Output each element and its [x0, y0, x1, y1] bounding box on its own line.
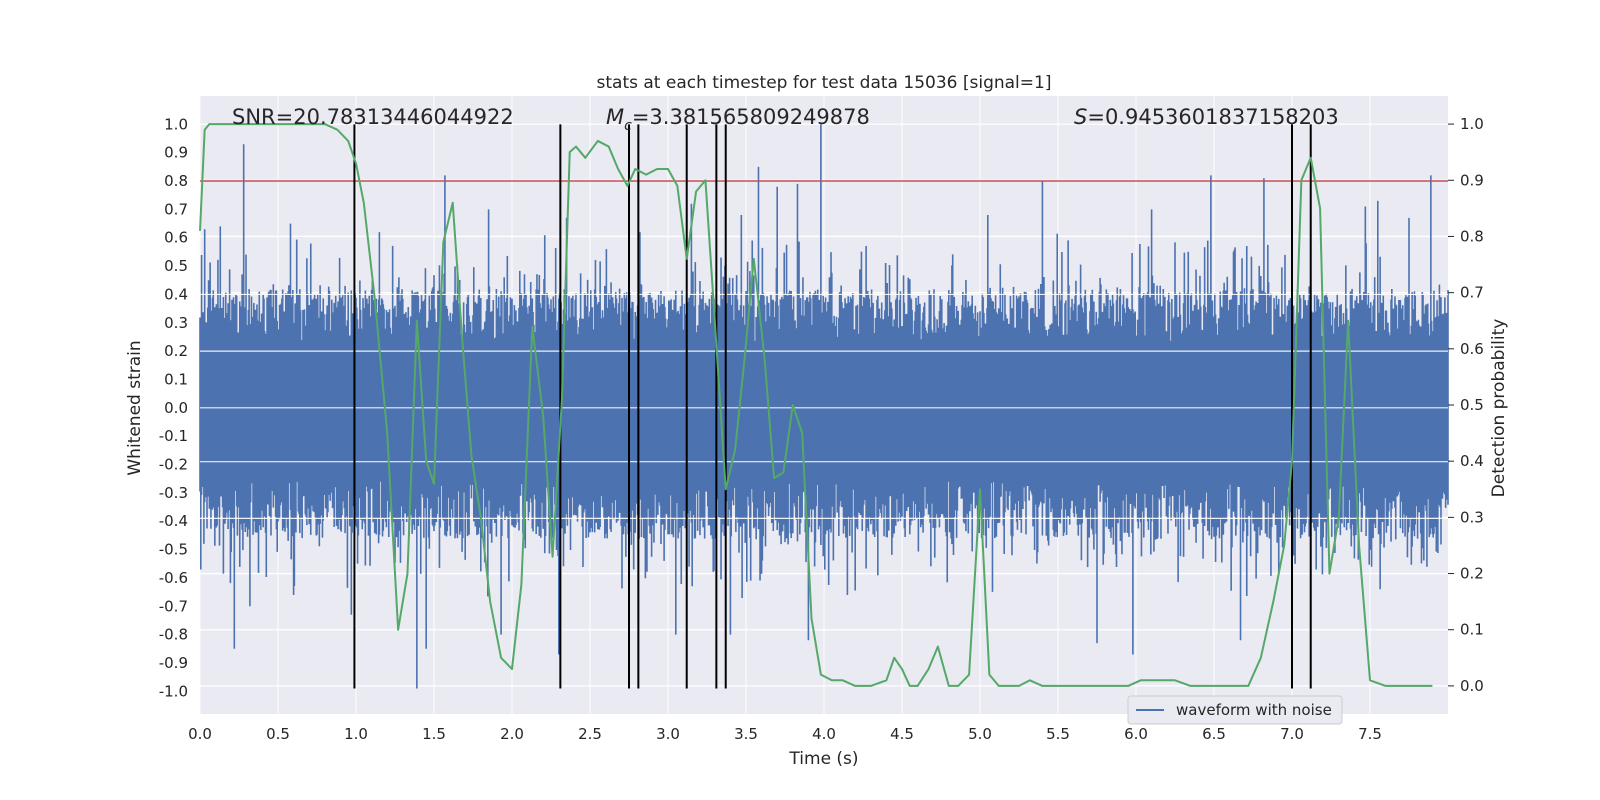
y-ticks-right: 1.0 0.9 0.8 0.7 0.6 0.5 0.4 0.3 0.2 0.1 0.0: [1448, 115, 1484, 695]
y-tick-label-right: 0.7: [1460, 284, 1484, 302]
y-tick-label-left: -0.7: [159, 597, 188, 615]
x-tick-label: 0.0: [188, 725, 212, 743]
s-value: =0.9453601837158203: [1087, 105, 1338, 129]
y-ticks-left: 1.0 0.9 0.8 0.7 0.6 0.5 0.4 0.3 0.2 0.1 0.0 -0.1 -0.…: [159, 115, 188, 700]
y-tick-label-left: 0.3: [164, 314, 188, 332]
y-tick-label-left: 0.0: [164, 399, 188, 417]
x-tick-label: 6.0: [1124, 725, 1148, 743]
probability-series: [199, 123, 1433, 687]
y-tick-label-left: -0.1: [159, 427, 188, 445]
x-tick-label: 5.5: [1046, 725, 1070, 743]
x-tick-label: 0.5: [266, 725, 290, 743]
y-tick-label-left: -0.6: [159, 569, 188, 587]
legend: waveform with noise: [1127, 695, 1343, 725]
y-tick-label-right: 0.4: [1460, 452, 1484, 470]
x-tick-label: 5.0: [968, 725, 992, 743]
legend-box: [1127, 695, 1343, 725]
y-tick-label-right: 0.8: [1460, 227, 1484, 245]
x-tick-label: 3.0: [656, 725, 680, 743]
y-tick-label-left: -0.3: [159, 484, 188, 502]
y-axis-label-left: Whitened strain: [125, 340, 145, 475]
chirp-mass-symbol: M: [606, 105, 624, 129]
y-tick-label-left: 1.0: [164, 115, 188, 133]
y-tick-label-left: 0.8: [164, 172, 188, 190]
s-annotation: S=0.9453601837158203: [1074, 105, 1339, 129]
y-tick-label-left: -1.0: [159, 682, 188, 700]
y-tick-label-right: 0.1: [1460, 621, 1484, 639]
x-tick-label: 1.5: [422, 725, 446, 743]
x-tick-label: 1.0: [344, 725, 368, 743]
y-tick-label-left: -0.8: [159, 626, 188, 644]
x-tick-label: 6.5: [1202, 725, 1226, 743]
x-tick-label: 7.5: [1358, 725, 1382, 743]
y-tick-label-left: 0.7: [164, 200, 188, 218]
y-tick-label-left: 0.6: [164, 229, 188, 247]
y-tick-label-left: -0.4: [159, 512, 188, 530]
y-axis-label-right: Detection probability: [1489, 319, 1509, 498]
y-tick-label-right: 1.0: [1460, 115, 1484, 133]
probability-line: [199, 123, 1433, 687]
chirp-mass-value: =3.381565809249878: [632, 105, 870, 129]
y-tick-label-left: -0.5: [159, 541, 188, 559]
snr-annotation: SNR=20.78313446044922: [232, 105, 514, 129]
y-tick-label-right: 0.3: [1460, 508, 1484, 526]
y-tick-label-left: -0.9: [159, 654, 188, 672]
y-tick-label-left: 0.4: [164, 285, 188, 303]
x-tick-label: 4.0: [812, 725, 836, 743]
y-tick-label-left: 0.1: [164, 370, 188, 388]
y-tick-label-left: 0.9: [164, 144, 188, 162]
legend-label: waveform with noise: [1176, 701, 1332, 719]
y-tick-label-right: 0.0: [1460, 677, 1484, 695]
x-tick-label: 4.5: [890, 725, 914, 743]
s-symbol: S: [1074, 105, 1087, 129]
y-tick-label-left: 0.2: [164, 342, 188, 360]
waveform-series: [199, 124, 1449, 689]
y-tick-label-right: 0.6: [1460, 340, 1484, 358]
trigger-lines: [353, 124, 1312, 689]
chirp-mass-subscript: c: [624, 118, 632, 134]
x-tick-label: 2.0: [500, 725, 524, 743]
x-tick-label: 3.5: [734, 725, 758, 743]
x-tick-label: 7.0: [1280, 725, 1304, 743]
y-tick-label-right: 0.9: [1460, 171, 1484, 189]
x-axis-label: Time (s): [788, 749, 858, 769]
y-tick-label-left: -0.2: [159, 456, 188, 474]
y-tick-label-right: 0.2: [1460, 565, 1484, 583]
x-ticks: 0.0 0.5 1.0 1.5 2.0 2.5 3.0 3.5 4.0 4.5 5.0 5.5 6.0 6…: [188, 725, 1382, 743]
y-tick-label-right: 0.5: [1460, 396, 1484, 414]
y-tick-label-left: 0.5: [164, 257, 188, 275]
chirp-mass-annotation: Mc=3.381565809249878: [606, 105, 870, 134]
x-tick-label: 2.5: [578, 725, 602, 743]
chart-title: stats at each timestep for test data 150…: [597, 73, 1052, 93]
